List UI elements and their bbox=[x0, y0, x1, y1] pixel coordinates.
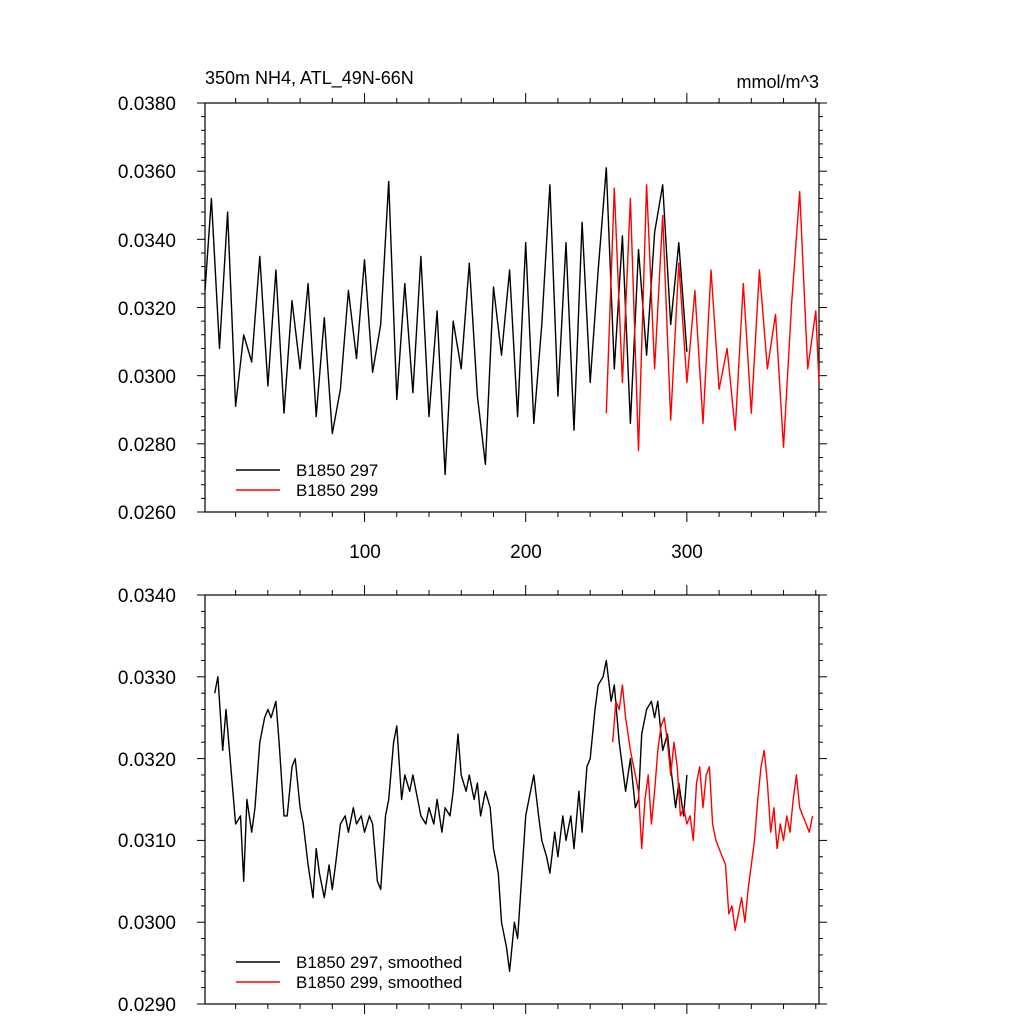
top-y-tick-label: 0.0360 bbox=[118, 162, 176, 183]
top-x-tick-label: 200 bbox=[510, 542, 542, 563]
top-legend-label: B1850 297 bbox=[296, 461, 378, 480]
top-series-line-0 bbox=[204, 167, 688, 476]
top-chart-units: mmol/m^3 bbox=[737, 72, 819, 92]
top-panel: 350m NH4, ATL_49N-66N mmol/m^3 0.0380 0.… bbox=[118, 68, 827, 563]
bottom-y-tick-label: 0.0300 bbox=[118, 913, 176, 934]
top-x-tick-label: 300 bbox=[671, 542, 703, 563]
bottom-legend-label: B1850 297, smoothed bbox=[296, 953, 462, 972]
top-series-line-1 bbox=[605, 184, 820, 452]
top-y-tick-labels: 0.0380 0.0360 0.0340 0.0320 0.0300 0.028… bbox=[118, 94, 176, 524]
bottom-series-line-0 bbox=[214, 659, 688, 972]
bottom-legend-label: B1850 299, smoothed bbox=[296, 973, 462, 992]
top-legend-label: B1850 299 bbox=[296, 481, 378, 500]
bottom-plot-frame bbox=[204, 594, 820, 1005]
top-chart-title: 350m NH4, ATL_49N-66N bbox=[205, 68, 414, 89]
bottom-y-tick-label: 0.0310 bbox=[118, 831, 176, 852]
top-axis-ticks bbox=[197, 93, 827, 522]
bottom-y-tick-label: 0.0340 bbox=[118, 586, 176, 607]
top-y-tick-label: 0.0300 bbox=[118, 367, 176, 388]
bottom-y-tick-label: 0.0320 bbox=[118, 750, 176, 771]
bottom-panel: 0.0340 0.0330 0.0320 0.0310 0.0300 0.029… bbox=[118, 585, 827, 1016]
top-legend: B1850 297 B1850 299 bbox=[236, 461, 378, 500]
bottom-y-tick-label: 0.0290 bbox=[118, 995, 176, 1016]
top-y-tick-label: 0.0380 bbox=[118, 94, 176, 115]
top-series-lines bbox=[204, 167, 820, 476]
bottom-y-tick-labels: 0.0340 0.0330 0.0320 0.0310 0.0300 0.029… bbox=[118, 586, 176, 1016]
top-y-tick-label: 0.0260 bbox=[118, 503, 176, 524]
top-y-tick-label: 0.0340 bbox=[118, 231, 176, 252]
top-y-tick-label: 0.0320 bbox=[118, 299, 176, 320]
bottom-series-line-1 bbox=[612, 684, 814, 932]
bottom-series-lines bbox=[214, 659, 814, 972]
top-x-tick-labels: 100 200 300 bbox=[349, 542, 703, 563]
bottom-axis-ticks bbox=[197, 585, 827, 1014]
bottom-y-tick-label: 0.0330 bbox=[118, 668, 176, 689]
top-x-tick-label: 100 bbox=[349, 542, 381, 563]
top-y-tick-label: 0.0280 bbox=[118, 435, 176, 456]
bottom-legend: B1850 297, smoothed B1850 299, smoothed bbox=[236, 953, 462, 992]
